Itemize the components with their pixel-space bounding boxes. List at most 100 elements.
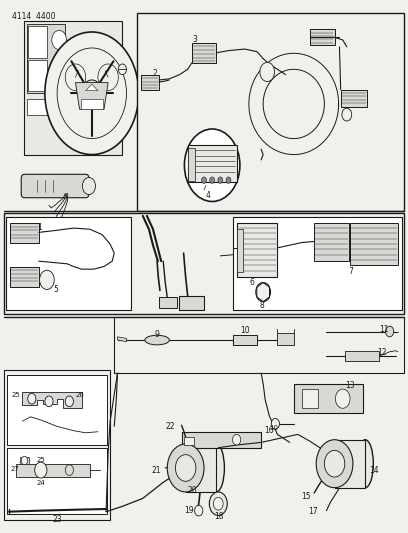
Bar: [6, 217, 131, 310]
Bar: [81, 99, 103, 109]
Circle shape: [209, 492, 227, 515]
Circle shape: [118, 64, 126, 75]
Text: 10: 10: [240, 326, 250, 335]
Bar: [137, 13, 404, 211]
Bar: [7, 448, 107, 514]
Circle shape: [202, 177, 206, 183]
Circle shape: [40, 270, 54, 289]
Bar: [28, 60, 47, 91]
Text: 9: 9: [155, 330, 160, 340]
Circle shape: [52, 30, 67, 50]
Bar: [24, 21, 122, 155]
Text: 14: 14: [369, 466, 379, 475]
Text: 27: 27: [10, 466, 19, 472]
Text: 22: 22: [166, 422, 175, 431]
Bar: [188, 145, 237, 182]
Circle shape: [65, 396, 73, 407]
Bar: [159, 297, 177, 308]
Polygon shape: [22, 392, 82, 408]
Bar: [4, 370, 110, 520]
Ellipse shape: [357, 440, 373, 488]
Circle shape: [45, 32, 139, 155]
Circle shape: [35, 462, 47, 478]
Text: 8: 8: [259, 301, 264, 310]
Bar: [20, 457, 29, 464]
Text: 23: 23: [52, 515, 62, 524]
Bar: [294, 384, 363, 413]
Text: 13: 13: [345, 381, 355, 390]
Bar: [114, 317, 404, 373]
Text: 21: 21: [152, 466, 161, 475]
Bar: [345, 351, 379, 361]
Bar: [7, 375, 107, 445]
Text: 6: 6: [249, 278, 254, 287]
Circle shape: [233, 434, 241, 445]
Bar: [233, 335, 257, 345]
Circle shape: [226, 177, 231, 183]
Polygon shape: [75, 83, 108, 109]
Circle shape: [335, 389, 350, 408]
Bar: [310, 29, 335, 45]
Circle shape: [45, 396, 53, 407]
Bar: [28, 26, 47, 58]
Circle shape: [324, 450, 345, 477]
Ellipse shape: [208, 444, 224, 492]
Bar: [184, 437, 194, 445]
Text: 1: 1: [37, 223, 42, 232]
FancyBboxPatch shape: [21, 174, 89, 198]
Circle shape: [260, 62, 275, 82]
Text: 16: 16: [264, 426, 273, 435]
Text: 5: 5: [53, 285, 58, 294]
Bar: [350, 223, 398, 265]
Circle shape: [28, 393, 36, 404]
Bar: [16, 464, 90, 477]
Circle shape: [195, 505, 203, 516]
Bar: [237, 223, 277, 277]
Text: 15: 15: [301, 492, 311, 502]
Circle shape: [82, 177, 95, 195]
Circle shape: [316, 440, 353, 488]
Circle shape: [210, 177, 215, 183]
Bar: [27, 99, 63, 115]
Ellipse shape: [145, 335, 169, 345]
Bar: [314, 223, 349, 261]
Bar: [141, 75, 159, 90]
Bar: [4, 213, 404, 314]
Bar: [186, 444, 216, 492]
Bar: [10, 223, 39, 243]
Bar: [179, 296, 204, 310]
Text: 7: 7: [348, 266, 353, 276]
Polygon shape: [118, 337, 126, 342]
Circle shape: [271, 418, 279, 429]
Bar: [302, 389, 318, 408]
Polygon shape: [86, 84, 98, 91]
Text: 20: 20: [188, 486, 197, 495]
Circle shape: [65, 465, 73, 475]
Circle shape: [342, 108, 352, 121]
Bar: [237, 229, 243, 272]
Circle shape: [175, 455, 196, 481]
Circle shape: [82, 80, 102, 107]
Text: 4114  4400: 4114 4400: [12, 12, 56, 21]
Bar: [192, 43, 216, 63]
Text: 24: 24: [36, 480, 45, 486]
Circle shape: [167, 444, 204, 492]
Bar: [277, 333, 294, 345]
Text: 4: 4: [206, 191, 211, 200]
Circle shape: [184, 129, 240, 201]
Circle shape: [52, 68, 67, 87]
Text: 18: 18: [214, 512, 224, 521]
Text: 11: 11: [379, 325, 388, 334]
Text: 10: 10: [269, 425, 278, 431]
Bar: [10, 266, 39, 287]
Text: 25: 25: [36, 457, 45, 463]
Circle shape: [218, 177, 223, 183]
Bar: [335, 440, 365, 488]
Text: 25: 25: [11, 392, 20, 398]
Circle shape: [21, 456, 28, 465]
Text: 3: 3: [193, 35, 197, 44]
Text: 2: 2: [153, 69, 157, 78]
Text: 26: 26: [76, 392, 85, 398]
Bar: [188, 148, 195, 181]
Bar: [233, 217, 402, 310]
